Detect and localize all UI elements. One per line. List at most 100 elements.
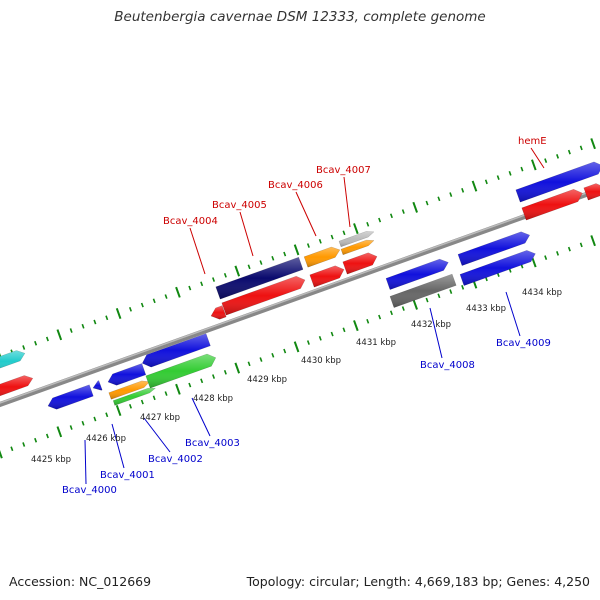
- feature-blue-shade: [386, 259, 449, 290]
- tick-mark: [366, 221, 370, 227]
- backbone-line: [0, 186, 600, 408]
- accession-text: Accession: NC_012669: [9, 574, 152, 589]
- tick-mark: [283, 348, 287, 354]
- scale-label: 4431 kbp: [356, 338, 396, 348]
- tick-mark: [283, 251, 287, 257]
- backbone-line-highlight: [0, 187, 600, 404]
- tick-mark: [425, 200, 429, 206]
- tick-mark: [484, 179, 488, 185]
- tick-mark: [271, 255, 275, 261]
- tick-mark: [22, 442, 26, 447]
- tick-mark: [496, 175, 500, 180]
- tick-mark: [175, 383, 181, 395]
- tick-mark: [461, 188, 465, 193]
- leader-line: [143, 417, 171, 453]
- tick-mark: [437, 293, 441, 299]
- tick-mark: [544, 255, 548, 260]
- tick-mark: [34, 340, 38, 346]
- gene-label-bottom: Bcav_4008: [420, 360, 475, 371]
- tick-mark: [531, 159, 537, 171]
- tick-mark: [567, 246, 571, 252]
- tick-mark: [449, 192, 453, 197]
- tick-mark: [520, 166, 524, 172]
- tick-mark: [412, 298, 418, 310]
- leader-line: [239, 211, 254, 257]
- tick-mark: [22, 345, 26, 350]
- tick-track-bottom: [0, 235, 596, 459]
- feature-track: [0, 161, 600, 410]
- tick-mark: [437, 196, 441, 202]
- feature-red-shade: [0, 375, 33, 396]
- feature-green-shade: [145, 354, 216, 389]
- tick-mark: [579, 242, 583, 248]
- leader-line: [189, 227, 206, 275]
- feature-blue-shade: [515, 161, 600, 203]
- tick-mark: [449, 289, 453, 294]
- tick-mark: [212, 374, 216, 379]
- leader-line: [295, 191, 317, 237]
- feature-red-shade: [309, 265, 344, 288]
- tick-mark: [45, 336, 49, 342]
- gene-label-top: Bcav_4005: [212, 200, 267, 211]
- feature-blue-shade: [142, 333, 211, 368]
- tick-mark: [234, 362, 241, 374]
- tick-mark: [56, 426, 63, 438]
- feature-blue-shade: [93, 380, 103, 391]
- tick-mark: [56, 329, 63, 341]
- feature-blue-shade: [458, 231, 530, 266]
- leader-line: [530, 147, 545, 169]
- tick-mark: [140, 399, 144, 405]
- tick-mark: [318, 238, 322, 244]
- tick-mark: [212, 277, 216, 282]
- tick-mark: [389, 213, 393, 219]
- gene-label-bottom: Bcav_4000: [62, 485, 117, 496]
- tick-mark: [247, 361, 251, 367]
- tick-mark: [10, 446, 14, 452]
- feature-red-shade: [211, 305, 227, 320]
- tick-mark: [175, 286, 181, 298]
- scale-label: 4427 kbp: [140, 413, 180, 423]
- leader-line: [191, 397, 211, 437]
- feature-cyan-shade: [0, 350, 25, 369]
- tick-mark: [556, 154, 560, 159]
- feature-blue-shade: [48, 384, 94, 410]
- scale-label: 4433 kbp: [466, 304, 506, 314]
- tick-mark: [342, 327, 346, 333]
- tick-mark: [164, 391, 168, 396]
- tick-mark: [378, 217, 382, 223]
- label-leaders: [84, 147, 545, 485]
- tick-mark: [81, 420, 85, 426]
- tick-mark: [152, 395, 156, 401]
- tick-mark: [140, 302, 144, 308]
- leader-line: [343, 176, 351, 228]
- tick-mark: [34, 437, 38, 443]
- map-title: Beutenbergia cavernae DSM 12333, complet…: [114, 9, 486, 25]
- scale-label: 4426 kbp: [86, 434, 126, 444]
- tick-mark: [188, 382, 192, 388]
- leader-line: [505, 291, 521, 337]
- tick-mark: [471, 180, 478, 192]
- tick-mark: [389, 310, 393, 316]
- tick-mark: [342, 230, 346, 236]
- tick-mark: [188, 285, 192, 291]
- gene-label-bottom: Bcav_4002: [148, 454, 203, 465]
- feature-red-shade: [583, 183, 600, 201]
- tick-mark: [247, 264, 251, 270]
- gene-label-bottom: Bcav_4003: [185, 438, 240, 449]
- gene-label-top: Bcav_4007: [316, 165, 371, 176]
- tick-mark: [401, 306, 405, 311]
- tick-mark: [105, 315, 109, 321]
- tick-mark: [461, 285, 465, 290]
- tick-mark: [293, 341, 300, 353]
- tick-mark: [0, 450, 3, 459]
- leader-line: [429, 307, 443, 359]
- tick-mark: [544, 158, 548, 163]
- tick-mark: [412, 201, 418, 213]
- tick-mark: [401, 209, 405, 214]
- topology-text: Topology: circular; Length: 4,669,183 bp…: [246, 574, 590, 589]
- tick-mark: [69, 425, 73, 430]
- tick-mark: [271, 352, 275, 358]
- tick-mark: [318, 335, 322, 341]
- tick-mark: [164, 294, 168, 299]
